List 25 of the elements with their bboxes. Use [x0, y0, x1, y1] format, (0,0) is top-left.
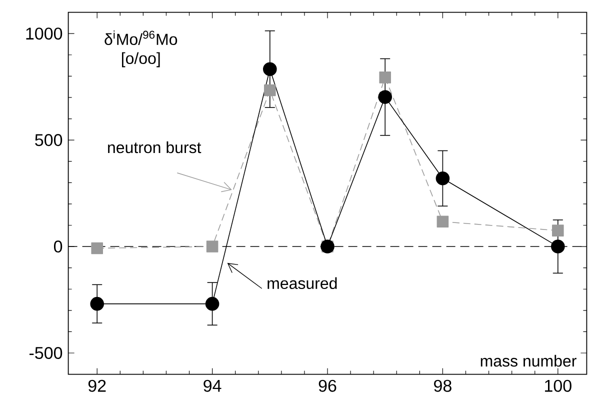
point	[206, 240, 218, 252]
point	[205, 296, 220, 311]
point	[436, 216, 449, 228]
y-axis-title: δ$^{i}$Mo/$^{96}$Mo [o/oo]	[104, 30, 178, 68]
y-tick-label: 1000	[26, 28, 62, 40]
x-tick-label: 92	[88, 380, 106, 392]
y-tick-label: 0	[54, 240, 62, 253]
y-tick-label: 500	[35, 134, 62, 146]
y-tick-label: -500	[29, 346, 62, 360]
x-tick-label: 96	[318, 380, 336, 392]
annotation: neutron burst	[108, 141, 202, 154]
point	[263, 62, 277, 76]
x-tick-label: 98	[434, 380, 452, 392]
point	[379, 72, 392, 84]
point	[90, 296, 104, 311]
point	[551, 240, 565, 254]
point	[378, 90, 392, 104]
annotation: measured	[268, 277, 337, 290]
x-tick-label: 94	[204, 380, 222, 392]
point	[91, 242, 104, 254]
point	[552, 224, 564, 236]
point	[436, 171, 450, 186]
x-axis-title: mass number	[480, 354, 576, 367]
x-tick-label: 100	[545, 380, 572, 392]
point	[264, 84, 276, 96]
